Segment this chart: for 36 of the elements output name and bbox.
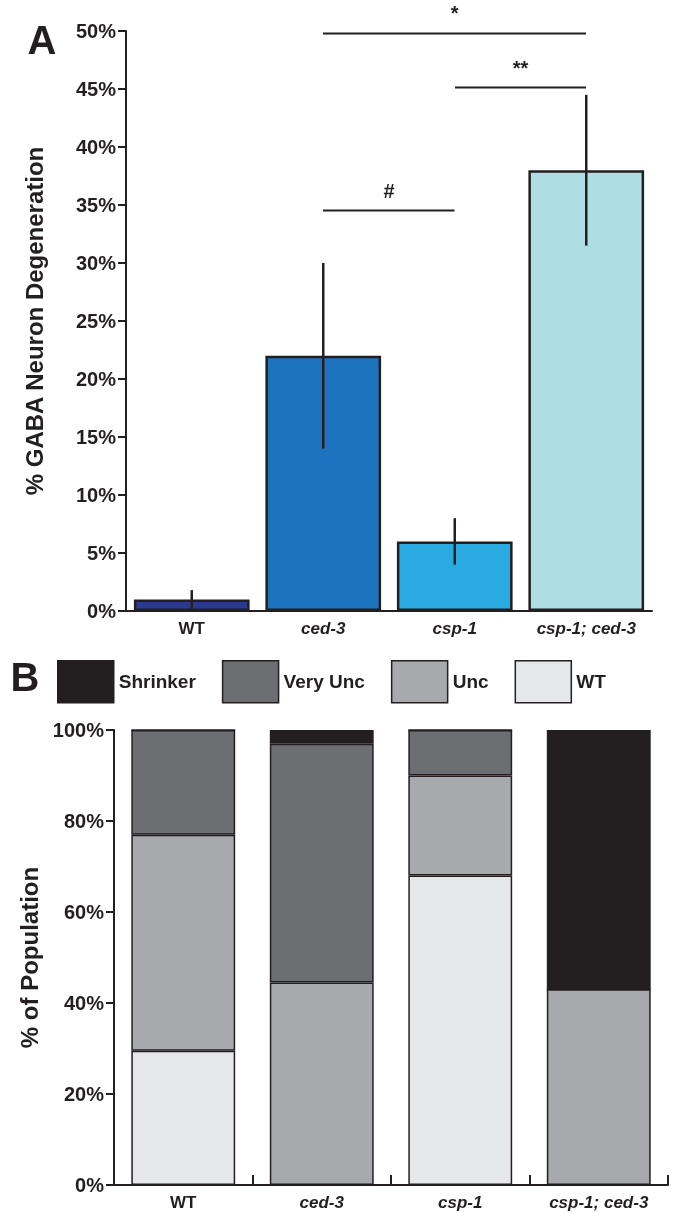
y-tick-label: 40%	[63, 992, 105, 1014]
y-tick-label: 10%	[75, 484, 117, 506]
legend-label: Unc	[452, 671, 489, 693]
x-tick-label: ced-3	[299, 1193, 345, 1212]
y-tick-label: 50%	[75, 20, 117, 42]
y-axis-title: % of Population	[16, 866, 44, 1049]
y-tick-label: 5%	[87, 542, 117, 564]
y-tick-label: 20%	[63, 1083, 105, 1105]
y-tick-label: 0%	[87, 600, 117, 622]
annotation: **	[512, 56, 529, 80]
y-tick-label: 100%	[52, 719, 105, 741]
text: A	[27, 17, 57, 63]
y-tick-label: 25%	[75, 310, 117, 332]
y-tick-label: 80%	[63, 810, 105, 832]
y-tick-label: 45%	[75, 78, 117, 100]
y-tick-label: 15%	[75, 426, 117, 448]
x-tick-label: WT	[170, 1193, 198, 1212]
annotation: #	[383, 179, 395, 203]
y-tick-label: 30%	[75, 252, 117, 274]
x-tick-label: csp-1	[432, 619, 477, 638]
y-tick-label: 40%	[75, 136, 117, 158]
y-tick-label: 0%	[75, 1174, 105, 1196]
y-tick-label: 60%	[63, 901, 105, 923]
legend-label: WT	[576, 671, 607, 693]
x-tick-label: ced-3	[301, 619, 346, 638]
x-tick-label: csp-1	[438, 1193, 483, 1212]
y-axis-title: % GABA Neuron Degeneration	[20, 146, 48, 496]
y-tick-label: 20%	[75, 368, 117, 390]
text: B	[10, 654, 40, 700]
y-tick-label: 35%	[75, 194, 117, 216]
x-tick-label: csp-1; ced-3	[536, 619, 637, 638]
x-tick-label: WT	[178, 619, 206, 638]
text: *	[450, 1, 459, 25]
legend-label: Very Unc	[283, 671, 366, 693]
legend-label: Shrinker	[118, 671, 197, 693]
x-tick-label: csp-1; ced-3	[549, 1193, 649, 1212]
